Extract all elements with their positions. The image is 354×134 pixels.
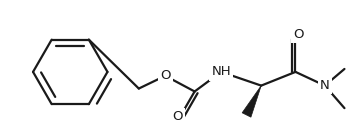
Polygon shape (242, 86, 261, 117)
Text: O: O (293, 28, 304, 41)
Text: NH: NH (211, 65, 231, 78)
Text: O: O (173, 110, 183, 123)
Text: O: O (160, 69, 171, 82)
Text: N: N (320, 79, 330, 92)
